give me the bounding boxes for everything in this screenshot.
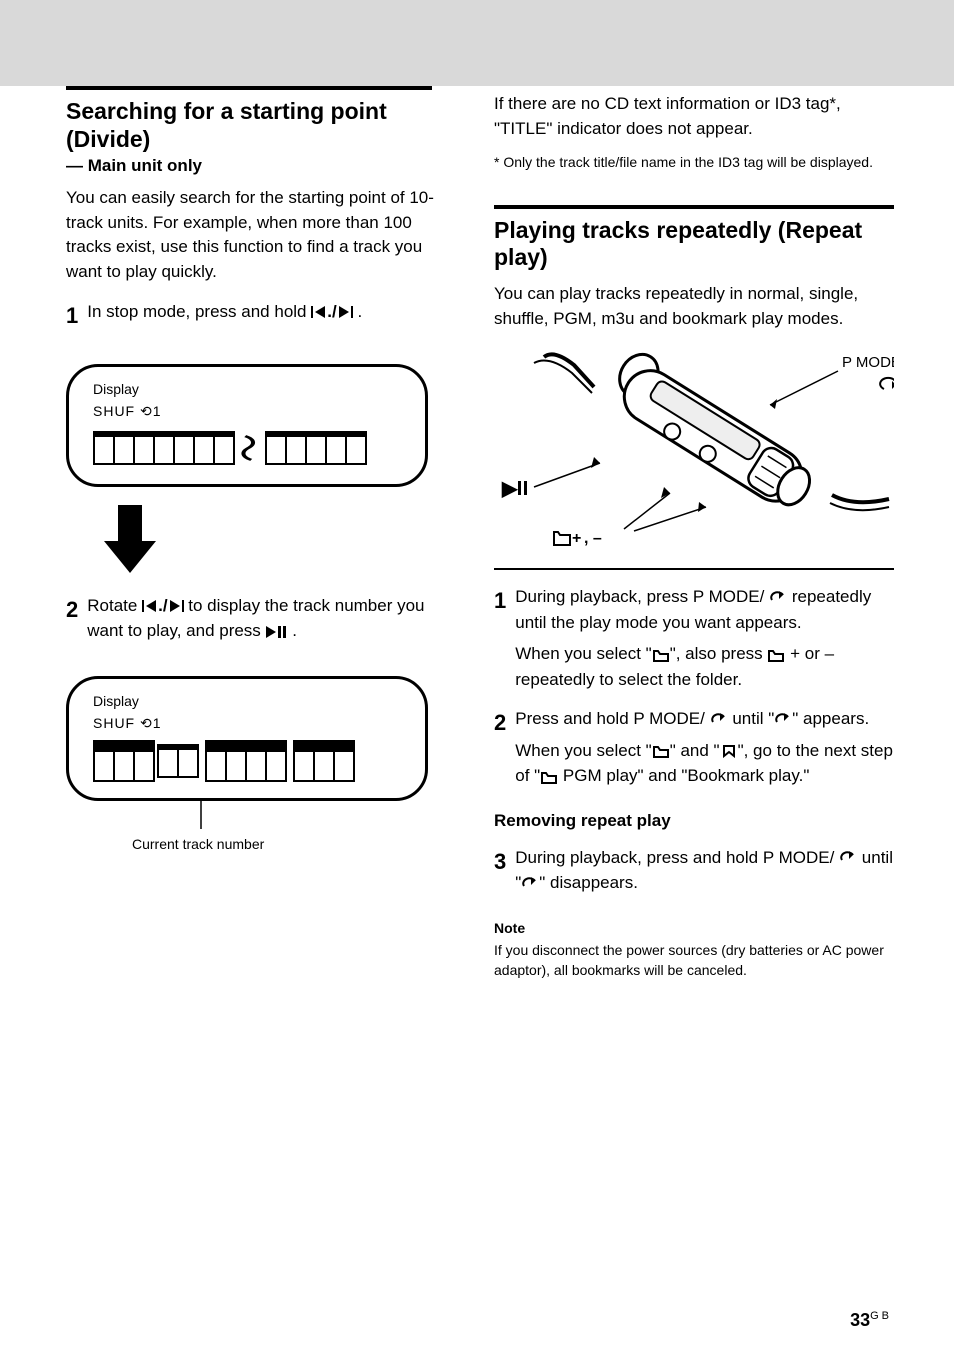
page-body: Searching for a starting point (Divide) … <box>0 86 954 980</box>
top-gray-banner <box>0 0 954 86</box>
lcd-slots-2 <box>93 740 401 782</box>
r-step2-lead: Press and hold P MODE/ <box>515 709 705 728</box>
r-step-2: 2 Press and hold P MODE/ until "" appear… <box>494 706 894 789</box>
display-label-1: Display <box>93 381 401 397</box>
prev-next-icon: ./ <box>311 302 357 321</box>
folder-icon <box>652 648 670 662</box>
play-pause-icon <box>266 621 293 640</box>
right-lead: If there are no CD text information or I… <box>494 92 894 141</box>
svg-text:+: + <box>572 530 581 547</box>
r-step-3: 3 During playback, press and hold P MODE… <box>494 845 894 896</box>
repeat-icon <box>769 587 792 606</box>
svg-text:P MODE/: P MODE/ <box>842 354 894 371</box>
display-box-1: Display SHUF ⟲1 〜 <box>66 364 428 487</box>
svg-text:▶: ▶ <box>501 478 519 500</box>
folder-icon-2 <box>767 648 785 662</box>
step2-tail: to display the track number you want to … <box>87 596 424 641</box>
remote-illustration: P MODE/ ▶ + , – <box>494 337 894 557</box>
right-intro: You can play tracks repeatedly in normal… <box>494 282 894 331</box>
step1-lead: In stop mode, press and hold <box>87 302 306 321</box>
r-step-number-3: 3 <box>494 845 506 878</box>
r-step1-lead: During playback, press P MODE/ <box>515 587 764 606</box>
r-step-number-2: 2 <box>494 706 506 739</box>
r-step3-lead: During playback, press and hold P MODE/ <box>515 848 834 867</box>
step1-tail: . <box>357 302 362 321</box>
folder-icon-4 <box>540 770 558 784</box>
left-intro: You can easily search for the starting p… <box>66 186 448 285</box>
step-2: 2 Rotate ./ to display the track number … <box>66 593 448 644</box>
down-arrow-icon <box>100 499 160 579</box>
folder-icon-3 <box>652 744 670 758</box>
bookmark-icon <box>720 744 738 758</box>
r-step-1: 1 During playback, press P MODE/ repeate… <box>494 584 894 692</box>
display-label-2: Display <box>93 693 401 709</box>
step-1: 1 In stop mode, press and hold ./ . <box>66 299 448 332</box>
lcd-slots-1: 〜 <box>93 428 401 468</box>
repeat-icon-2 <box>710 713 728 727</box>
note-title: Note <box>494 920 894 936</box>
right-column: If there are no CD text information or I… <box>494 86 894 980</box>
lcd-icons-2: SHUF ⟲1 <box>93 715 401 732</box>
left-subtitle: — Main unit only <box>66 156 448 176</box>
section-rule <box>66 86 432 90</box>
r-step-number-1: 1 <box>494 584 506 617</box>
right-title: Playing tracks repeatedly (Repeat play) <box>494 217 894 272</box>
prev-next-icon-2: ./ <box>142 596 188 615</box>
right-footnote: * Only the track title/file name in the … <box>494 153 894 173</box>
step2-lead: Rotate <box>87 596 137 615</box>
repeat-icon-3 <box>774 713 792 727</box>
thin-rule <box>494 568 894 570</box>
section-rule-right <box>494 205 894 209</box>
lcd-icons-1: SHUF ⟲1 <box>93 403 401 420</box>
svg-text:, –: , – <box>584 530 602 547</box>
repeat-icon-5 <box>521 877 539 891</box>
step-number-1: 1 <box>66 299 78 332</box>
repeat-icon-4 <box>839 851 857 865</box>
step-number-2: 2 <box>66 593 78 626</box>
page-number: 33GB <box>850 1310 892 1331</box>
note-body: If you disconnect the power sources (dry… <box>494 940 894 981</box>
left-title: Searching for a starting point (Divide) <box>66 98 448 153</box>
display-box-2: Display SHUF ⟲1 <box>66 676 428 801</box>
removing-title: Removing repeat play <box>494 811 671 830</box>
left-column: Searching for a starting point (Divide) … <box>66 86 448 980</box>
